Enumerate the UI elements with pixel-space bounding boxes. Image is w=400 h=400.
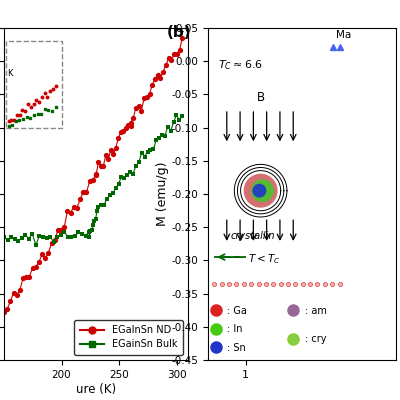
Legend: EGaInSn ND, EGainSn Bulk: EGaInSn ND, EGainSn Bulk <box>74 320 183 355</box>
Ellipse shape <box>244 174 277 207</box>
Text: : Sn: : Sn <box>227 343 246 353</box>
Text: : In: : In <box>227 324 242 334</box>
Text: : Ga: : Ga <box>227 306 247 316</box>
Text: : cry: : cry <box>304 334 326 344</box>
Text: crystallin: crystallin <box>230 231 275 241</box>
Text: Ma: Ma <box>336 30 351 40</box>
Ellipse shape <box>252 180 273 201</box>
Text: B: B <box>256 91 265 104</box>
Text: $T_C \approx 6.6$: $T_C \approx 6.6$ <box>218 58 263 72</box>
X-axis label: ure (K): ure (K) <box>76 382 116 396</box>
Text: (b): (b) <box>167 25 191 40</box>
Text: : am: : am <box>304 306 326 316</box>
Text: K: K <box>8 69 13 78</box>
Text: $T < T_C$: $T < T_C$ <box>248 252 280 266</box>
Ellipse shape <box>253 184 266 197</box>
Y-axis label: M (emu/g): M (emu/g) <box>156 162 169 226</box>
Bar <box>6 41 62 128</box>
